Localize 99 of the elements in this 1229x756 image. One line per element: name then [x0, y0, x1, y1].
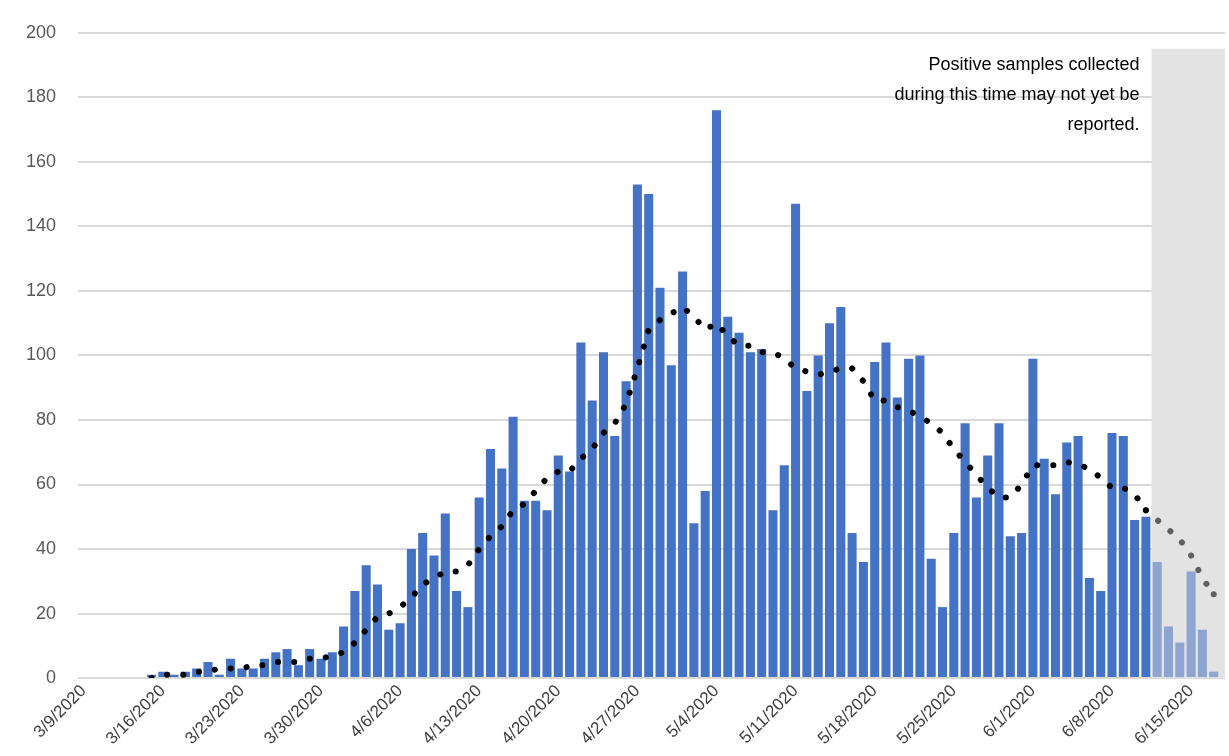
bar: [734, 332, 744, 678]
bar: [1141, 516, 1151, 678]
bar: [214, 674, 224, 678]
bar: [1186, 571, 1196, 678]
bar: [372, 584, 383, 678]
bar: [723, 316, 733, 678]
bar: [621, 381, 631, 678]
y-tick-label: 0: [46, 667, 57, 688]
bar: [937, 607, 948, 678]
bar: [598, 352, 609, 678]
bar: [949, 532, 959, 678]
bar: [248, 668, 258, 678]
bar: [587, 400, 597, 678]
y-tick-label: 160: [25, 150, 57, 171]
bar: [327, 652, 337, 678]
y-tick-label: 140: [25, 215, 57, 236]
bar: [418, 532, 428, 678]
bar: [768, 510, 778, 678]
bar: [293, 665, 303, 678]
bar: [1118, 436, 1128, 678]
bar: [1017, 532, 1027, 678]
bar: [1005, 536, 1015, 678]
bar: [508, 416, 518, 678]
bar: [644, 194, 654, 678]
bar: [463, 607, 473, 678]
bar: [237, 668, 247, 678]
bar: [791, 203, 801, 678]
bar: [960, 423, 970, 678]
bar: [282, 649, 292, 678]
bar: [757, 349, 767, 678]
bar: [858, 561, 868, 678]
bar: [1050, 494, 1061, 678]
bar: [971, 497, 981, 678]
y-tick-label: 60: [36, 473, 57, 494]
bar: [384, 629, 394, 678]
bar: [497, 468, 507, 678]
bar: [824, 323, 835, 678]
bar: [915, 355, 925, 678]
bar: [203, 661, 213, 678]
bar: [678, 271, 688, 678]
bar: [531, 500, 541, 678]
bar: [1197, 629, 1207, 678]
bar: [542, 510, 552, 678]
bar: [610, 436, 620, 678]
bar: [316, 658, 326, 678]
y-tick-label: 200: [25, 21, 57, 42]
bar: [779, 465, 789, 678]
bar: [689, 523, 699, 678]
bar: [802, 390, 812, 678]
bar: [406, 549, 416, 678]
annotation: Positive samples collected during this time may not yet be reported.: [894, 53, 1140, 134]
bar: [169, 674, 179, 678]
bar: [474, 497, 484, 678]
bar: [892, 397, 902, 678]
bar: [881, 342, 891, 678]
bar: [994, 423, 1004, 678]
bar: [1084, 578, 1094, 678]
y-tick-label: 40: [36, 538, 57, 559]
bar: [655, 287, 665, 678]
bar: [836, 307, 846, 678]
bar: [1039, 458, 1049, 678]
bar: [926, 558, 936, 678]
bar: [1062, 442, 1072, 678]
bar: [1209, 671, 1219, 678]
bar: [1130, 520, 1140, 678]
bar: [870, 361, 880, 678]
bar: [1163, 626, 1174, 678]
y-tick-label: 80: [36, 408, 57, 429]
bar: [395, 623, 405, 678]
bar: [666, 365, 676, 678]
bar: [565, 471, 575, 678]
bar: [813, 355, 823, 678]
bar: [485, 449, 496, 678]
bar: [452, 590, 462, 678]
bar: [1152, 561, 1162, 678]
bar: [339, 626, 349, 678]
bar: [983, 455, 993, 678]
bar: [1107, 432, 1117, 678]
bar: [1028, 358, 1038, 678]
bar: [429, 555, 439, 678]
bar: [576, 342, 586, 678]
bar: [1175, 642, 1185, 678]
bar: [632, 184, 642, 678]
bar: [904, 358, 914, 678]
bar: [1073, 436, 1083, 678]
bar: [553, 455, 563, 678]
bar: [350, 590, 360, 678]
y-tick-label: 100: [25, 344, 57, 365]
bar: [847, 532, 857, 678]
y-tick-label: 180: [25, 86, 57, 107]
bar: [519, 500, 529, 678]
y-tick-label: 20: [36, 602, 57, 623]
bar: [711, 110, 722, 678]
bar: [745, 352, 755, 678]
bar: [1096, 590, 1106, 678]
bar: [700, 490, 710, 678]
bar: [361, 565, 371, 678]
bar: [440, 513, 450, 678]
y-tick-label: 120: [25, 279, 57, 300]
